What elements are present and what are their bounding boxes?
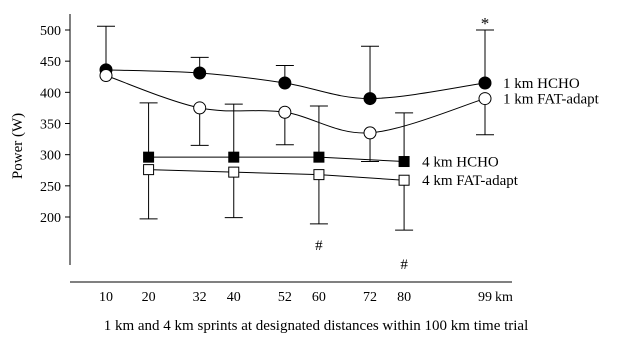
data-point-circle (99, 69, 113, 83)
data-point-circle (193, 101, 207, 115)
series-line-4-km-hcho (148, 156, 405, 163)
y-tick-label: 500 (40, 24, 61, 39)
y-tick-label: 350 (40, 118, 61, 133)
legend-label: 4 km FAT-adapt (422, 173, 519, 189)
data-point-circle (278, 76, 292, 90)
data-point-square (313, 169, 325, 181)
x-tick-label: 72 (363, 290, 377, 305)
series-layer (97, 25, 494, 231)
legend-label: 1 km FAT-adapt (503, 92, 600, 108)
y-tick-label: 400 (40, 86, 61, 101)
series-line-4-km-fat-adapt (148, 169, 405, 181)
significance-marker: # (315, 238, 323, 254)
series-line-1-km-hcho (105, 69, 486, 100)
y-tick-label: 250 (40, 180, 61, 195)
y-tick-label: 200 (40, 211, 61, 226)
data-point-square (398, 156, 410, 168)
series-line-1-km-fat-adapt (105, 75, 486, 134)
y-tick-label: 450 (40, 55, 61, 70)
x-tick-label: 20 (142, 290, 156, 305)
x-tick-label: 60 (312, 290, 326, 305)
data-point-circle (478, 92, 492, 106)
data-point-circle (278, 105, 292, 119)
data-point-square (143, 164, 155, 176)
x-tick-label: 80 (397, 290, 411, 305)
legend-label: 1 km HCHO (503, 76, 580, 92)
data-point-square (143, 151, 155, 163)
data-point-square (313, 151, 325, 163)
x-tick-label: 10 (99, 290, 113, 305)
y-ticks: 200 250 300 350 400 450 500 (40, 24, 70, 226)
data-point-square (228, 151, 240, 163)
x-tick-label: 40 (227, 290, 241, 305)
x-axis-label: 1 km and 4 km sprints at designated dist… (104, 318, 529, 334)
x-tick-label: 32 (193, 290, 207, 305)
x-tick-label: 99 (478, 290, 492, 305)
data-point-circle (363, 126, 377, 140)
significance-marker: # (400, 257, 408, 273)
y-axis-label: Power (W) (10, 113, 26, 179)
data-point-circle (363, 92, 377, 106)
x-ticks: 10 20 32 40 52 60 72 80 99 km (99, 290, 513, 305)
data-point-circle (478, 76, 492, 90)
significance-marker: * (481, 14, 490, 33)
x-tick-label: 52 (278, 290, 292, 305)
legend-label: 4 km HCHO (422, 155, 499, 171)
x-unit-label: km (495, 290, 513, 305)
data-point-square (228, 166, 240, 178)
annotation-layer: * # # (315, 14, 489, 273)
data-point-square (398, 174, 410, 186)
y-tick-label: 300 (40, 149, 61, 164)
data-point-circle (193, 66, 207, 80)
